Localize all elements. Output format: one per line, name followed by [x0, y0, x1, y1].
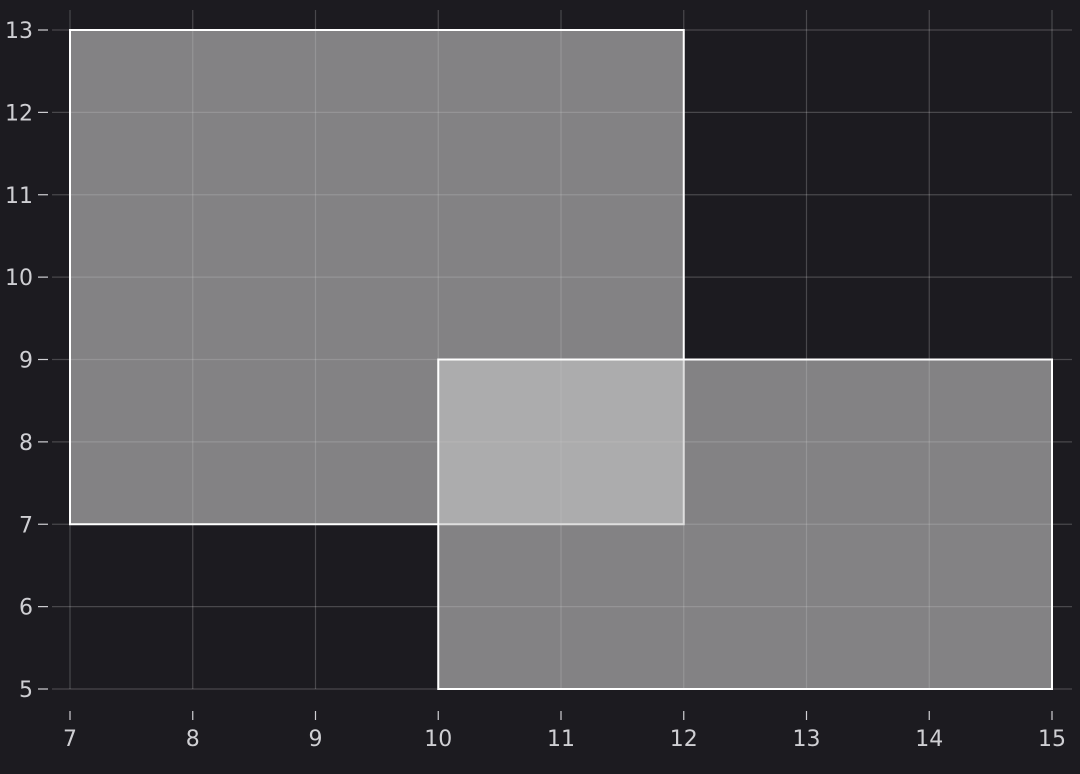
y-tick-label-5: 5 — [19, 678, 33, 703]
x-axis: 7 8 9 10 11 12 13 14 15 — [63, 711, 1066, 752]
x-tick-label-10: 10 — [424, 727, 452, 752]
y-tick-label-6: 6 — [19, 596, 33, 621]
x-tick-label-9: 9 — [309, 727, 323, 752]
y-tick-label-7: 7 — [19, 513, 33, 538]
y-tick-label-11: 11 — [5, 184, 33, 209]
y-axis: 5 6 7 8 9 10 11 12 13 — [5, 19, 48, 703]
y-tick-label-8: 8 — [19, 431, 33, 456]
rectangle-2 — [437, 358, 1053, 690]
y-tick-label-10: 10 — [5, 266, 33, 291]
x-tick-label-15: 15 — [1038, 727, 1066, 752]
rectangles — [69, 29, 1053, 690]
y-tick-label-12: 12 — [5, 101, 33, 126]
y-tick-label-13: 13 — [5, 19, 33, 44]
x-tick-label-13: 13 — [793, 727, 821, 752]
x-tick-label-12: 12 — [670, 727, 698, 752]
y-tick-label-9: 9 — [19, 349, 33, 374]
x-tick-label-7: 7 — [63, 727, 77, 752]
x-tick-label-8: 8 — [186, 727, 200, 752]
x-tick-label-11: 11 — [547, 727, 575, 752]
x-tick-label-14: 14 — [915, 727, 943, 752]
